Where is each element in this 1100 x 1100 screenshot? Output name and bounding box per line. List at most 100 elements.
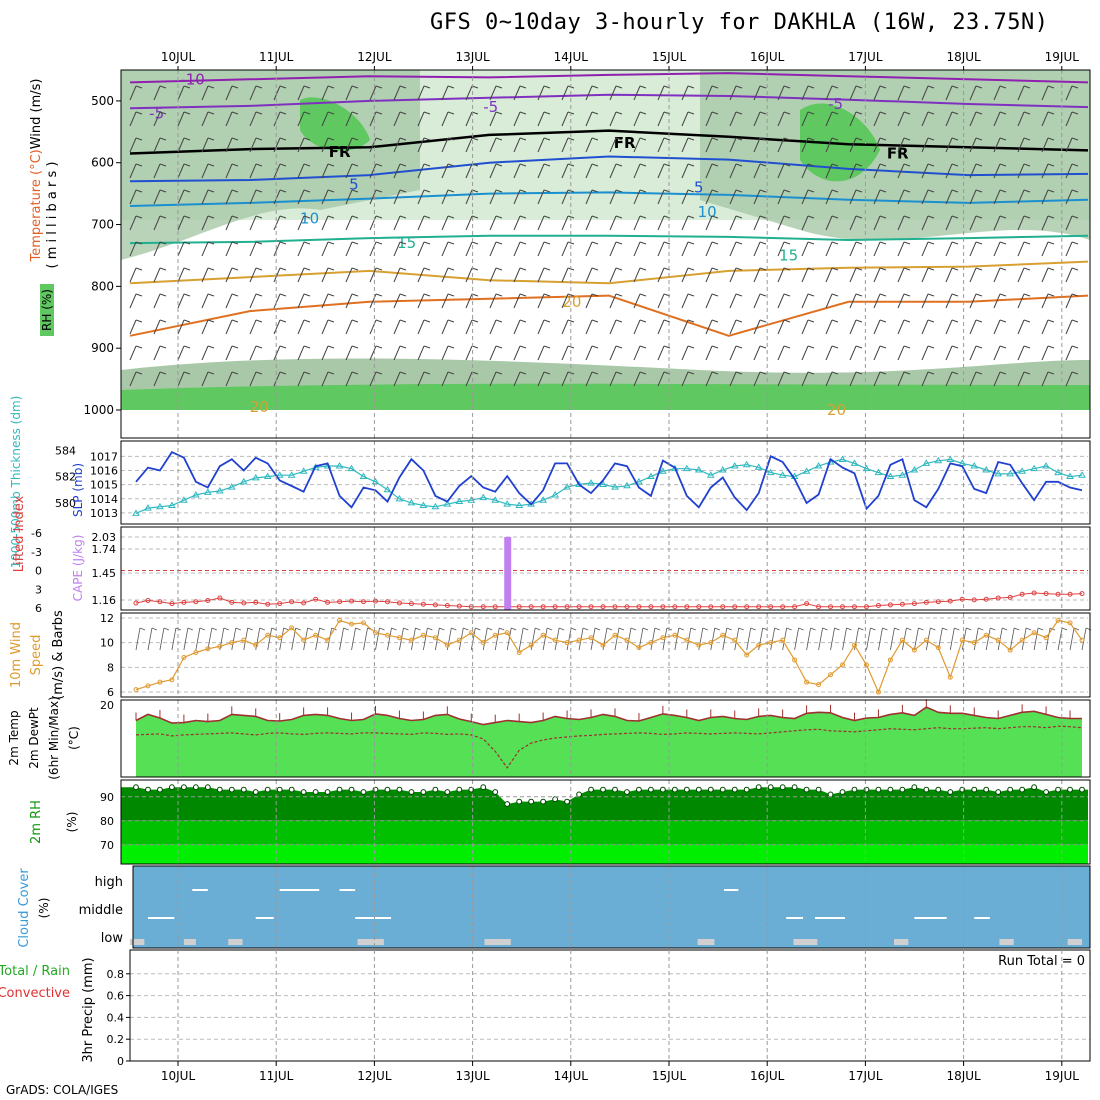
wind-barb [153, 189, 161, 205]
rh-point [504, 801, 511, 807]
lifted-index-point [301, 600, 307, 606]
y-tick-label: 1017 [90, 450, 118, 463]
li-grid [177, 527, 1063, 610]
thickness-point [168, 501, 176, 508]
wind-barb [849, 163, 857, 179]
temperature-contour [129, 234, 1089, 245]
cloud-low-cell [1067, 939, 1083, 945]
wind-barb [177, 85, 185, 101]
wind-speed-point [576, 637, 582, 643]
wind-barb [801, 189, 809, 205]
wind-barb [422, 627, 428, 651]
wind-barb [465, 111, 473, 127]
rh-point [1043, 789, 1049, 795]
wind-barb [758, 627, 764, 651]
wind-barb [201, 215, 209, 231]
y-tick-label: -3 [31, 546, 42, 559]
lifted-index-point [624, 604, 630, 610]
wind-barb [855, 345, 863, 349]
wind-barb [711, 137, 719, 141]
lifted-index-point [947, 598, 953, 604]
wind-barb [297, 241, 305, 257]
wind-barb [297, 345, 305, 361]
thickness-point [144, 504, 152, 511]
wind-barb [873, 345, 881, 361]
lifted-index-point [804, 601, 810, 607]
wind-barb [225, 319, 233, 335]
wind-barb [537, 371, 545, 387]
wind-barb [777, 241, 785, 257]
wind-speed-point [840, 662, 846, 668]
wind-barb [801, 345, 809, 361]
wind-barb [777, 371, 785, 387]
wind-barb [759, 189, 767, 193]
wind-barb [591, 241, 599, 245]
wind-speed-point [720, 632, 726, 638]
wind-barb [897, 163, 905, 179]
cloud-middle-cell [355, 917, 392, 919]
rh-point [576, 791, 582, 798]
wind-barb [345, 163, 353, 179]
wind-barb [303, 189, 311, 193]
wind-barb [585, 85, 593, 101]
lifted-index-point [444, 603, 450, 608]
wind-barb [657, 345, 665, 361]
rh-point [312, 789, 319, 795]
wind-barb [530, 627, 536, 651]
wind-barb [231, 215, 239, 219]
wind-speed-point [947, 674, 953, 680]
wind-barb [1047, 163, 1055, 167]
wind-barb [585, 345, 593, 361]
wind-barb [1047, 137, 1055, 141]
wind-barb [897, 371, 905, 387]
wind-barb [777, 163, 785, 179]
wind-barb [729, 137, 737, 153]
wind-speed-point [696, 642, 702, 648]
wind-barb [1009, 627, 1015, 651]
wind-barb [801, 293, 809, 309]
wind-barb [187, 627, 194, 631]
thickness-point [1042, 462, 1050, 469]
wind-barb [591, 319, 599, 323]
wind-barb [129, 345, 137, 361]
lifted-index-point [588, 604, 594, 610]
day-tick-label: 14JUL [554, 1069, 589, 1083]
day-tick-label: 12JUL [357, 50, 392, 64]
wind-barb [1065, 137, 1073, 153]
wind-barb [903, 111, 911, 115]
wind-barb [897, 85, 905, 101]
thickness-point [407, 498, 416, 506]
wind-barb [999, 267, 1007, 271]
wind-barb [609, 85, 617, 101]
wind-barb [135, 371, 143, 375]
wind-barb [171, 627, 177, 651]
wind-barb [870, 627, 876, 631]
wind-barb [705, 111, 713, 127]
wind-barb [615, 241, 623, 245]
lifted-index-point [205, 598, 211, 603]
wind-barb [729, 215, 737, 231]
wind-barb [345, 137, 353, 153]
rh-band-mid [121, 820, 1088, 845]
wind-barb [207, 267, 215, 271]
wind-barb [177, 189, 185, 205]
wind-barb [417, 267, 425, 283]
thickness-point [419, 501, 428, 508]
wind-barb [129, 293, 137, 309]
y-tick-label: 3 [35, 583, 42, 596]
rh-grid [177, 780, 1063, 864]
wind-barb [759, 345, 767, 349]
thickness-point [838, 455, 847, 462]
lifted-index-point [851, 604, 857, 610]
wind-barb [687, 189, 695, 193]
rh-point [767, 784, 774, 791]
wind-barb [657, 293, 665, 309]
wind-barb [1023, 111, 1031, 115]
wind-barb [678, 627, 685, 631]
rh-point [372, 786, 379, 793]
wind-barb [969, 137, 977, 153]
wind-barb [650, 627, 656, 651]
wind-barb [135, 163, 143, 167]
cloud-middle-cell [147, 917, 175, 919]
day-tick-label: 17JUL [848, 50, 883, 64]
